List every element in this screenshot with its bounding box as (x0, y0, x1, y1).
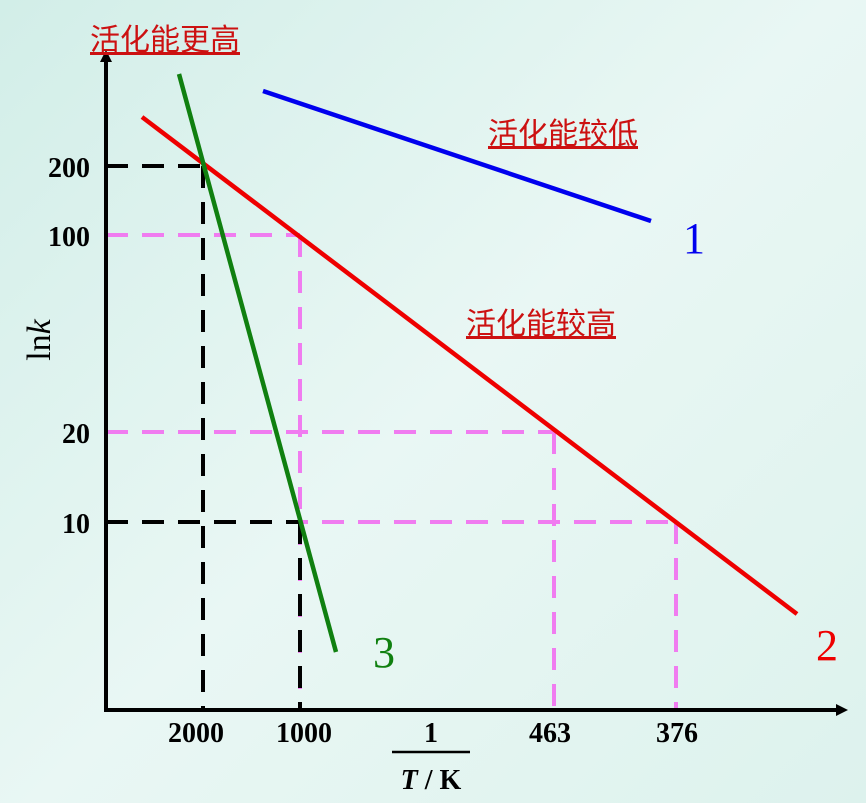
x-tick-label-376: 376 (656, 718, 698, 749)
y-tick-label-200: 200 (48, 153, 90, 184)
series-label-1: 1 (683, 214, 705, 263)
x-axis-label-K: K (440, 765, 462, 796)
annotation-low-ea: 活化能较低 (488, 117, 638, 152)
pink-guides (106, 233, 678, 710)
x-axis-label-sep: / (418, 765, 440, 796)
y-axis-label: lnk (21, 318, 58, 360)
x-tick-label-1000: 1000 (276, 718, 332, 749)
x-axis-label-T: T (401, 765, 420, 796)
series-line-1 (262, 88, 652, 224)
black-guides (106, 164, 302, 710)
x-axis-label-denominator: T / K (401, 765, 462, 796)
series-line-2 (140, 115, 799, 616)
y-tick-label-100: 100 (48, 222, 90, 253)
series-label-3: 3 (373, 628, 395, 677)
y-tick-label-10: 10 (62, 509, 90, 540)
annotation-highest-ea: 活化能更高 (90, 23, 240, 58)
series-label-2: 2 (816, 621, 838, 670)
series-line-3 (176, 73, 339, 653)
y-tick-label-20: 20 (62, 419, 90, 450)
x-tick-label-463: 463 (529, 718, 571, 749)
x-tick-label-2000: 2000 (168, 718, 224, 749)
y-axis-label-ln: ln (21, 334, 58, 360)
x-axis-label-numerator: 1 (424, 718, 438, 749)
annotation-high-ea: 活化能较高 (466, 307, 616, 342)
y-axis-label-k: k (21, 318, 58, 334)
